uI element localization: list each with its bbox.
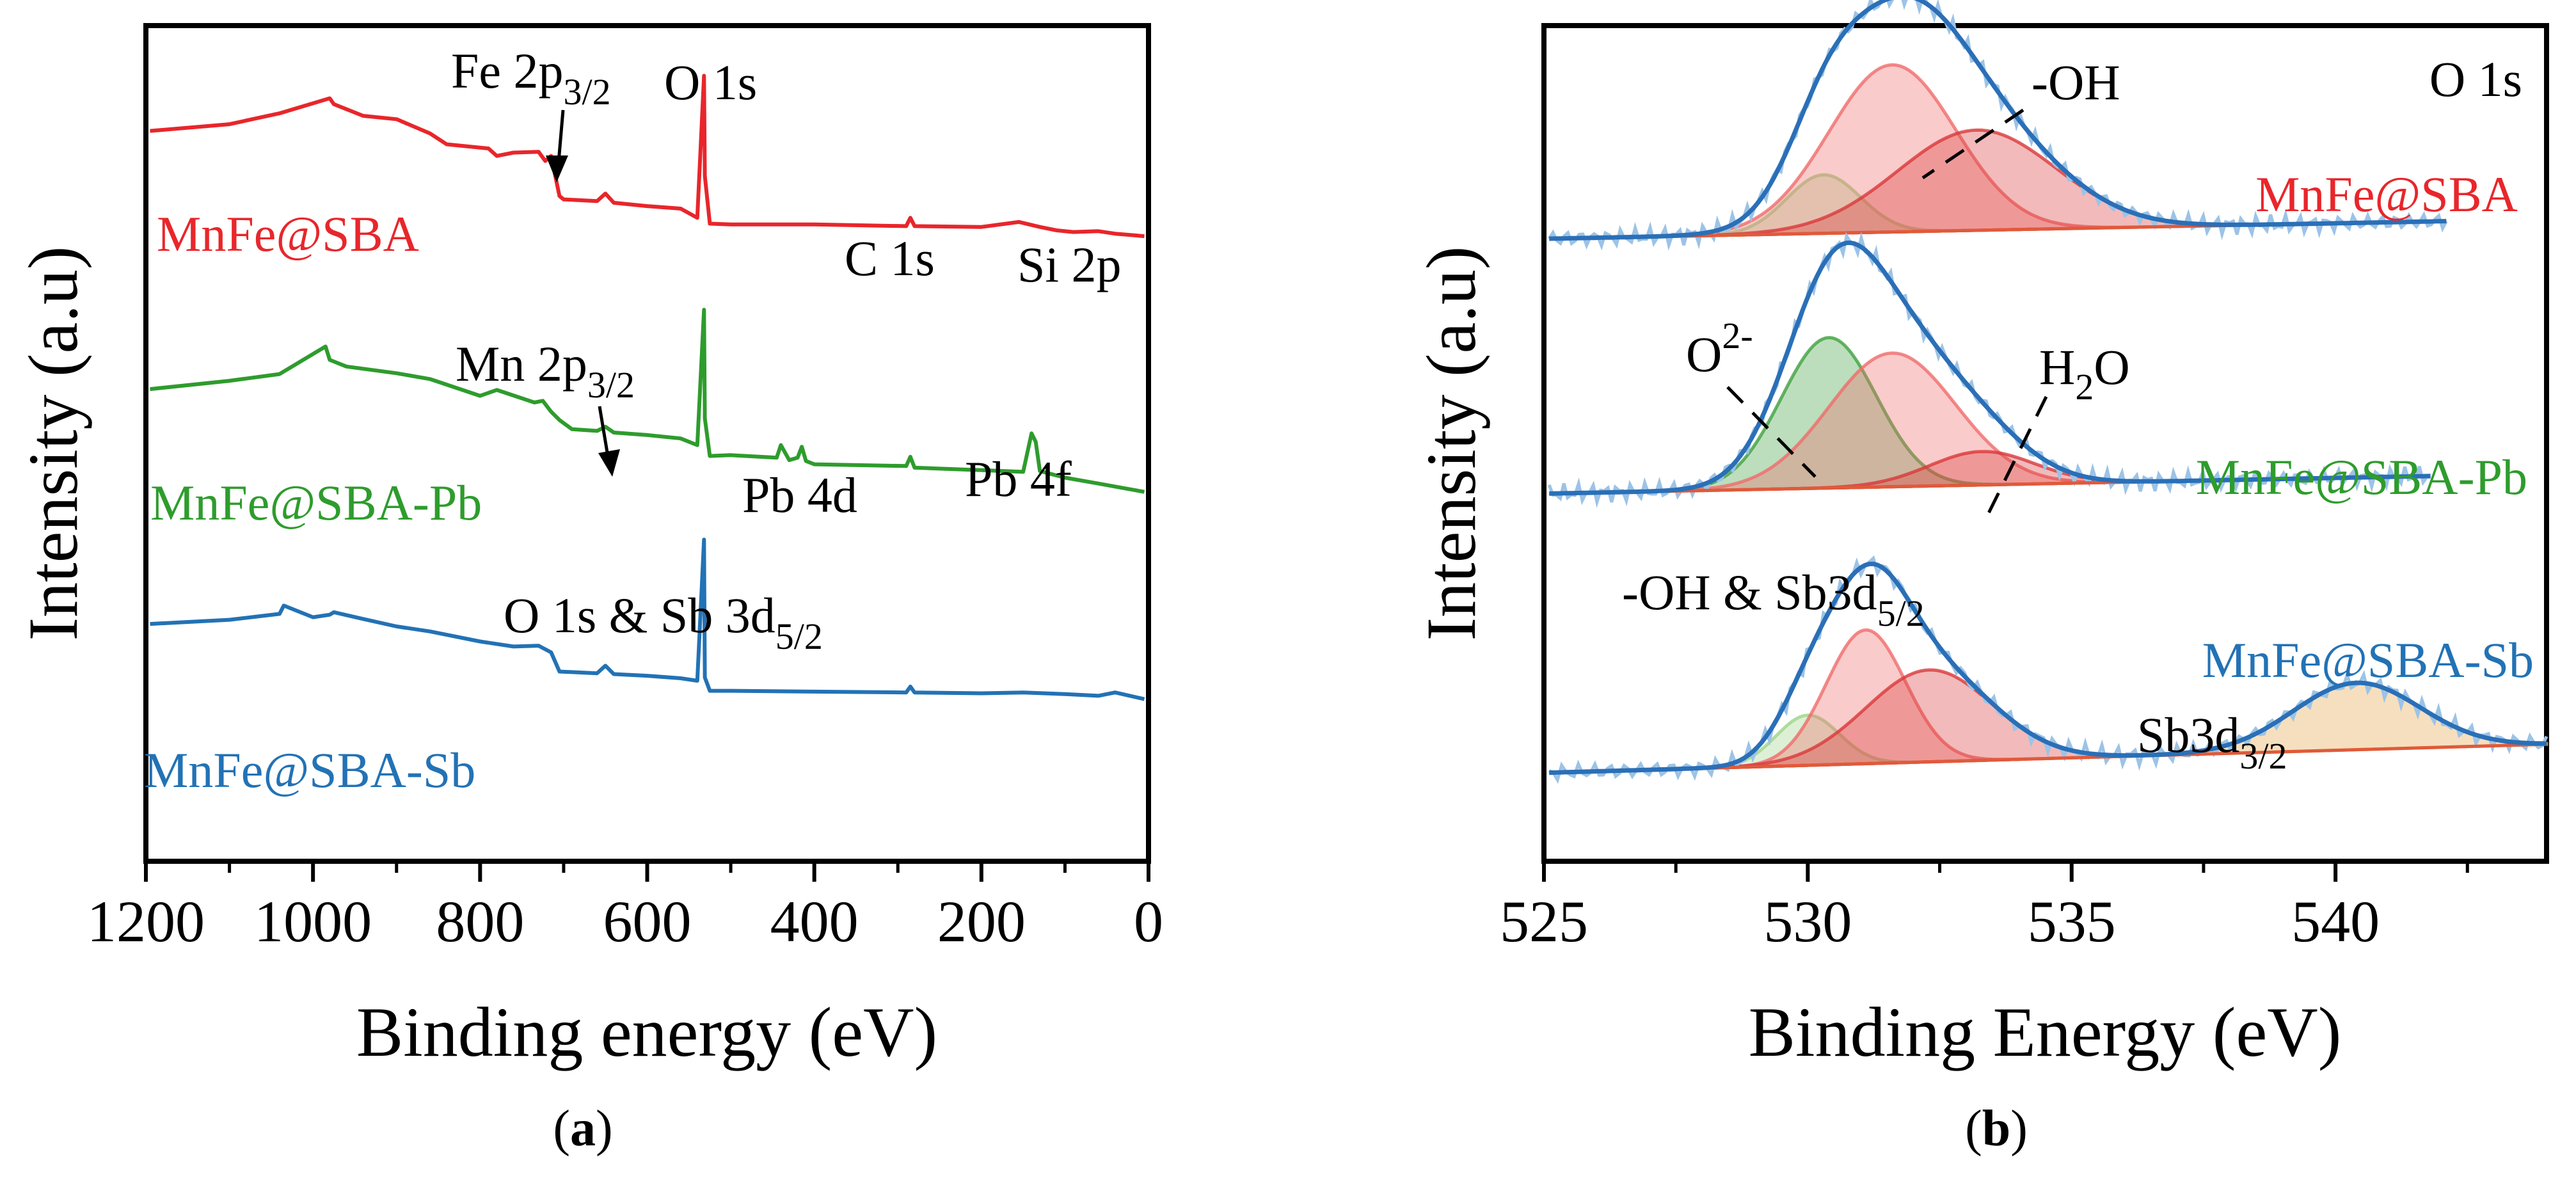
annotation-pb-4f: Pb 4f xyxy=(965,451,1072,507)
x-tick-label-a: 800 xyxy=(436,889,524,954)
x-tick-label-b: 535 xyxy=(2028,889,2116,954)
leader-oh xyxy=(1921,108,2024,180)
fit-envelope-mnfe-sba xyxy=(1549,0,2447,241)
annotation-si-2p: Si 2p xyxy=(1017,237,1122,292)
raw-spectrum-mnfe-sba-sb xyxy=(1548,555,2548,784)
annotation-sb3d32: Sb3d3/2 xyxy=(2137,707,2287,777)
annotation-o-1s: O 1s xyxy=(664,54,757,110)
fit-envelope-mnfe-sba-sb xyxy=(1549,561,2547,776)
x-tick-label-a: 0 xyxy=(1134,889,1163,954)
annotation-oh-sb3d52: -OH & Sb3d5/2 xyxy=(1622,564,1925,634)
annotation-o1s-sb3d: O 1s & Sb 3d5/2 xyxy=(504,587,823,657)
sample-label-mnfe-sba: MnFe@SBA xyxy=(157,206,419,262)
x-tick-label-b: 540 xyxy=(2291,889,2380,954)
annotation-h2o: H2O xyxy=(2039,339,2130,408)
caption-a: (a) xyxy=(553,1101,612,1157)
panel-title-o1s: O 1s xyxy=(2429,51,2522,107)
caption-b-letter: b xyxy=(1982,1101,2011,1157)
x-ticks-a: 1200 1000 800 600 400 200 0 xyxy=(87,861,1163,954)
x-ticks-b: 525 530 535 540 xyxy=(1500,861,2469,954)
series-a xyxy=(150,74,1145,701)
x-tick-label-b: 525 xyxy=(1500,889,1588,954)
panel-a: 1200 1000 800 600 400 200 0 Intensity (a.u) Bi… xyxy=(14,23,1163,1157)
series-b xyxy=(1547,0,2548,784)
axis-title-x-a: Binding energy (eV) xyxy=(356,993,937,1071)
series-line-mnfe-sba-pb xyxy=(150,308,1145,494)
axis-title-x-b: Binding Energy (eV) xyxy=(1749,993,2342,1071)
annotation-fe-2p: Fe 2p3/2 xyxy=(451,43,611,113)
annotation-c-1s: C 1s xyxy=(845,230,935,286)
arrow-head-mn-2p xyxy=(598,449,620,477)
annotation-pb-4d: Pb 4d xyxy=(742,467,857,523)
caption-b: (b) xyxy=(1965,1101,2028,1157)
sample-label-b-mnfe-sba-pb: MnFe@SBA-Pb xyxy=(2196,449,2527,505)
sample-label-b-mnfe-sba: MnFe@SBA xyxy=(2255,166,2518,222)
fit-envelope-mnfe-sba-pb xyxy=(1549,240,2431,496)
leader-o2minus xyxy=(1726,386,1817,478)
plot-frame-b xyxy=(1541,23,2549,864)
x-tick-label-a: 200 xyxy=(937,889,1026,954)
plot-frame-a xyxy=(143,23,1151,864)
axis-title-y-a: Intensity (a.u) xyxy=(14,246,92,641)
leader-h2o xyxy=(1982,395,2048,525)
x-tick-label-a: 400 xyxy=(770,889,859,954)
sample-label-mnfe-sba-sb: MnFe@SBA-Sb xyxy=(144,742,475,798)
annotation-oh: -OH xyxy=(2031,54,2120,110)
x-tick-label-a: 1000 xyxy=(254,889,372,954)
annotation-mn-2p: Mn 2p3/2 xyxy=(456,336,635,406)
sample-label-mnfe-sba-pb: MnFe@SBA-Pb xyxy=(150,475,482,530)
panel-b: 525 530 535 540 Intensity (a.u) Binding Ene… xyxy=(1412,0,2549,1157)
series-line-mnfe-sba xyxy=(150,74,1145,239)
caption-a-letter: a xyxy=(570,1101,596,1157)
x-tick-label-a: 1200 xyxy=(87,889,205,954)
x-tick-label-a: 600 xyxy=(603,889,692,954)
axis-title-y-b: Intensity (a.u) xyxy=(1412,246,1490,641)
sample-label-b-mnfe-sba-sb: MnFe@SBA-Sb xyxy=(2202,632,2534,688)
series-line-mnfe-sba-sb xyxy=(150,537,1145,701)
annotation-o2minus: O2- xyxy=(1686,315,1753,382)
arrow-head-fe-2p xyxy=(546,155,568,182)
x-tick-label-b: 530 xyxy=(1763,889,1852,954)
